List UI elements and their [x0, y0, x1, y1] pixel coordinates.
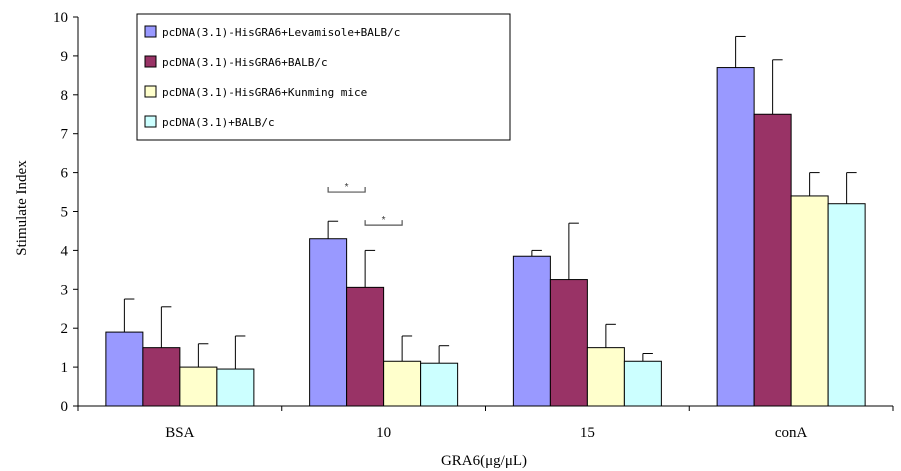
y-tick-label: 9 [61, 49, 69, 65]
y-axis: 0 1 2 3 4 5 6 7 8 9 10 [53, 10, 79, 415]
bar [309, 238, 348, 407]
y-tick-label: 1 [61, 360, 69, 376]
legend-label: pcDNA(3.1)-HisGRA6+BALB/c [162, 56, 328, 69]
legend-swatch [144, 55, 157, 68]
y-tick-label: 7 [61, 127, 69, 143]
legend-swatch [144, 115, 157, 128]
significance-label: * [382, 215, 386, 226]
x-axis: BSA 10 15 conA [77, 405, 894, 441]
bar [623, 360, 662, 407]
bar [179, 366, 218, 407]
legend-swatch [144, 25, 157, 38]
y-tick-label: 8 [61, 88, 69, 104]
bar [512, 255, 551, 407]
y-tick-label: 10 [53, 10, 68, 26]
x-tick-label: 10 [376, 425, 391, 441]
bar [549, 279, 588, 407]
y-tick-label: 0 [61, 399, 69, 415]
x-tick-label: 15 [580, 425, 595, 441]
legend-swatch [144, 85, 157, 98]
legend-label: pcDNA(3.1)-HisGRA6+Levamisole+BALB/c [162, 26, 400, 39]
bar [753, 113, 792, 407]
y-tick-label: 5 [61, 205, 69, 221]
bar [420, 362, 459, 407]
legend-label: pcDNA(3.1)-HisGRA6+Kunming mice [162, 86, 367, 99]
bar [142, 347, 181, 407]
bar [346, 286, 385, 407]
x-tick-label: conA [775, 425, 808, 441]
bars-layer [105, 35, 866, 407]
x-axis-title: GRA6(μg/μL) [441, 453, 527, 469]
y-tick-label: 2 [61, 321, 69, 337]
significance-label: * [345, 182, 349, 193]
legend: pcDNA(3.1)-HisGRA6+Levamisole+BALB/c pcDN… [136, 13, 511, 141]
y-axis-title: Stimulate Index [14, 160, 30, 256]
bar [827, 203, 866, 407]
bar [790, 195, 829, 407]
x-tick-label: BSA [165, 425, 194, 441]
bar [586, 347, 625, 407]
bar [105, 331, 144, 407]
y-tick-label: 3 [61, 282, 69, 298]
significance-bracket [327, 187, 366, 193]
y-tick-label: 6 [61, 166, 69, 182]
bar [216, 368, 255, 407]
bar [383, 360, 422, 407]
legend-box [136, 13, 511, 141]
bar [716, 67, 755, 407]
legend-label: pcDNA(3.1)+BALB/c [162, 116, 275, 129]
significance-layer: ** [327, 182, 403, 226]
significance-bracket [364, 220, 403, 226]
y-tick-label: 4 [61, 243, 69, 259]
